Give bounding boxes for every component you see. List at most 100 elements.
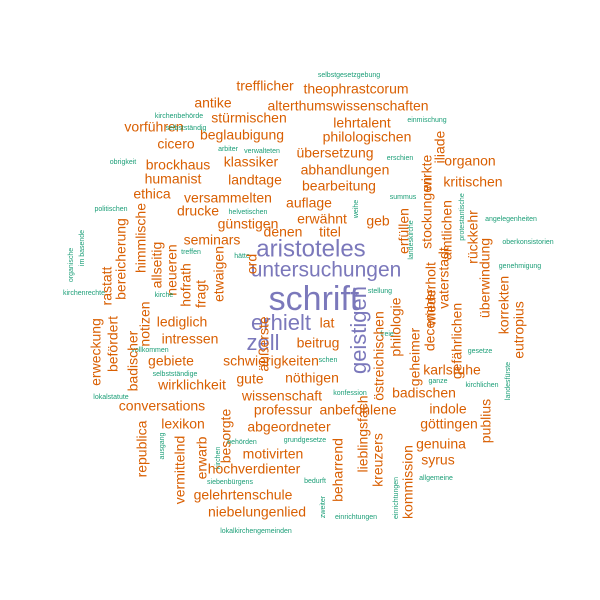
word-w093: badischer <box>125 330 141 391</box>
word-w016: vorführen <box>124 119 183 135</box>
word-w010: antike <box>194 95 232 111</box>
word-w028: klassiker <box>224 154 279 170</box>
word-w021: arbiter <box>218 146 239 153</box>
word-w092: freie <box>380 331 394 338</box>
word-w123: besorgte <box>218 409 234 464</box>
word-w067: vaterstadt <box>436 247 452 309</box>
word-w104: nöthigen <box>285 370 339 386</box>
word-w125: grundgesetze <box>284 437 327 444</box>
word-w018: philologischen <box>323 129 412 145</box>
word-w073: kirchenrechte <box>63 290 105 297</box>
word-w065: neueren <box>164 244 180 295</box>
word-w143: lokalkirchengemeinden <box>220 528 292 535</box>
word-w014: lehrtalent <box>333 115 391 131</box>
word-w029: organon <box>444 153 495 169</box>
word-w121: republica <box>134 420 150 477</box>
word-w007: selbstgesetzgebung <box>318 72 380 79</box>
word-w107: lokalstatute <box>93 394 129 401</box>
word-w088: intressen <box>162 331 219 347</box>
word-w043: weihe <box>353 200 360 219</box>
word-w116: abgeordneter <box>247 419 331 435</box>
word-w126: genuina <box>416 436 466 452</box>
word-w031: humanist <box>145 171 202 187</box>
word-w091: vollkommen <box>131 347 168 354</box>
word-w102: wirklichkeit <box>157 377 226 393</box>
word-w050: protestantische <box>459 193 466 241</box>
word-w106: kirchlichen <box>465 382 498 389</box>
word-w049: geb <box>366 213 390 229</box>
word-w133: hochverdienter <box>208 461 301 477</box>
word-w082: eutropius <box>511 301 527 359</box>
word-w059: seminars <box>184 232 241 248</box>
word-w097: gesetze <box>468 348 493 355</box>
word-w036: ethica <box>133 186 171 202</box>
word-w141: einrichtungen <box>335 514 377 521</box>
word-w011: alterthumswissenschaften <box>267 98 428 114</box>
word-w137: kommission <box>400 445 416 519</box>
word-w020: cicero <box>157 136 195 152</box>
word-w066: etwaigen <box>211 246 227 302</box>
word-w122: ausgang <box>159 432 166 459</box>
word-w006: zell <box>246 330 279 355</box>
word-w027: brockhaus <box>146 157 211 173</box>
word-w039: auflage <box>286 195 332 211</box>
word-w032: landtage <box>228 172 282 188</box>
word-w038: summus <box>390 194 417 201</box>
word-w069: überwindung <box>477 238 493 318</box>
word-w103: gute <box>236 371 263 387</box>
word-w008: trefflicher <box>236 78 294 94</box>
word-w142: einrichtungen <box>393 477 400 519</box>
word-w132: kirchen <box>215 447 222 470</box>
word-w131: syrus <box>421 452 454 468</box>
word-w064: organische <box>68 248 75 282</box>
word-w110: wissenschaft <box>241 388 322 404</box>
word-w086: gefährlichen <box>449 303 465 379</box>
word-w135: bedurft <box>304 478 326 485</box>
word-w099: östreichischen <box>371 311 387 401</box>
word-w080: lat <box>320 315 335 331</box>
word-w079: december <box>422 289 438 352</box>
word-w118: lieblingsfach <box>355 395 371 472</box>
word-w101: karlsruhe <box>423 362 481 378</box>
word-w094: gebiete <box>148 353 194 369</box>
word-w025: erschien <box>387 155 414 162</box>
word-w112: professur <box>254 402 313 418</box>
word-w015: einmischung <box>407 117 446 124</box>
word-w113: anbefohlene <box>319 402 396 418</box>
word-w070: allseitig <box>149 242 165 289</box>
word-w085: befördert <box>105 316 121 372</box>
word-w037: versammelten <box>184 190 272 206</box>
word-w090: philologie <box>388 297 404 356</box>
word-w071: hofrath <box>178 263 194 307</box>
word-w089: beitrug <box>297 335 340 351</box>
word-w017: beglaubigung <box>200 127 284 143</box>
word-w111: conversations <box>119 398 205 414</box>
word-w138: gelehrtenschule <box>194 487 293 503</box>
word-w023: iliade <box>432 130 448 163</box>
word-w063: ord <box>244 254 260 274</box>
word-w136: beharrend <box>330 438 346 502</box>
word-w040: politischen <box>94 206 127 213</box>
word-w009: theophrastcorum <box>303 81 408 97</box>
word-w128: motivirten <box>243 446 304 462</box>
word-w083: erweckung <box>88 318 104 386</box>
word-w129: kreuzers <box>370 433 386 487</box>
word-w030: abhandlungen <box>301 162 390 178</box>
word-w044: erwähnt <box>297 211 347 227</box>
word-w134: siebenbürgens <box>207 479 253 486</box>
word-w005: erhielt <box>251 310 311 335</box>
word-w026: obrigkeit <box>110 159 137 166</box>
word-w046: angelegenheiten <box>485 216 537 223</box>
word-w130: behörden <box>227 439 257 446</box>
word-w068: genehmigung <box>499 263 542 270</box>
word-w109: landesfürste <box>505 362 512 400</box>
word-w060: bereicherung <box>113 218 129 300</box>
word-w117: lexikon <box>161 416 205 432</box>
word-w100: geheimer <box>407 327 423 386</box>
word-w019: selbstständig <box>166 125 207 132</box>
word-w072: rastatt <box>99 266 115 305</box>
word-w087: äußerste <box>256 316 272 371</box>
word-w057: oberkonsistorien <box>502 239 553 246</box>
